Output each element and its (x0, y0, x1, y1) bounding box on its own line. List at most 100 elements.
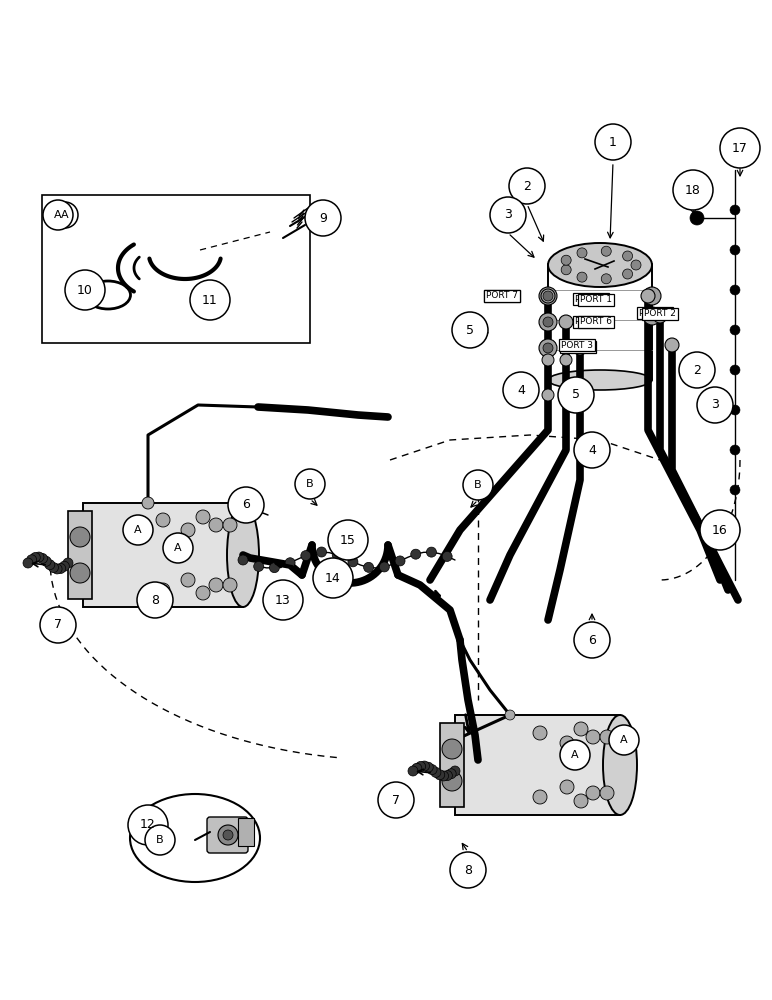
Text: B: B (156, 835, 164, 845)
Circle shape (720, 128, 760, 168)
FancyBboxPatch shape (207, 817, 248, 853)
Circle shape (65, 270, 105, 310)
Circle shape (574, 722, 588, 736)
Circle shape (586, 730, 600, 744)
Circle shape (446, 769, 456, 779)
Text: 18: 18 (685, 184, 701, 196)
FancyBboxPatch shape (440, 723, 464, 807)
Circle shape (415, 761, 425, 771)
Circle shape (574, 432, 610, 468)
Circle shape (539, 287, 557, 305)
Circle shape (38, 553, 48, 563)
Circle shape (730, 285, 740, 295)
Circle shape (533, 790, 547, 804)
Circle shape (442, 771, 462, 791)
Circle shape (577, 272, 587, 282)
Circle shape (70, 563, 90, 583)
Circle shape (435, 770, 445, 780)
Circle shape (539, 339, 557, 357)
Circle shape (332, 550, 342, 560)
Circle shape (269, 563, 279, 573)
Circle shape (442, 771, 452, 781)
Text: PORT 1: PORT 1 (580, 296, 612, 304)
Circle shape (128, 805, 168, 845)
Text: 11: 11 (202, 294, 218, 306)
Circle shape (163, 533, 193, 563)
Circle shape (423, 762, 433, 772)
Text: 16: 16 (712, 524, 728, 536)
Circle shape (328, 520, 368, 560)
Circle shape (542, 389, 554, 401)
Text: PORT 1: PORT 1 (575, 294, 607, 304)
Circle shape (254, 561, 264, 571)
Text: PORT 6: PORT 6 (575, 318, 607, 326)
Text: 7: 7 (392, 794, 400, 806)
Circle shape (503, 372, 539, 408)
Circle shape (490, 197, 526, 233)
Circle shape (665, 338, 679, 352)
Circle shape (730, 205, 740, 215)
Circle shape (426, 547, 436, 557)
Circle shape (573, 341, 587, 355)
Circle shape (559, 315, 573, 329)
Text: 13: 13 (275, 593, 291, 606)
Circle shape (228, 487, 264, 523)
Ellipse shape (548, 370, 652, 390)
Circle shape (641, 289, 655, 303)
Circle shape (348, 557, 358, 567)
Text: PORT 7: PORT 7 (486, 292, 518, 300)
Circle shape (427, 765, 437, 775)
Circle shape (223, 518, 237, 532)
Circle shape (561, 255, 571, 265)
Circle shape (631, 260, 641, 270)
Circle shape (560, 736, 574, 750)
FancyBboxPatch shape (238, 818, 254, 846)
Text: A: A (61, 210, 69, 220)
Text: 8: 8 (464, 863, 472, 876)
Text: 2: 2 (523, 180, 531, 192)
Circle shape (541, 289, 555, 303)
Circle shape (543, 291, 553, 301)
Circle shape (560, 389, 572, 401)
Circle shape (622, 269, 632, 279)
Circle shape (313, 558, 353, 598)
Circle shape (52, 202, 78, 228)
Circle shape (442, 739, 462, 759)
Text: B: B (474, 480, 482, 490)
Circle shape (730, 485, 740, 495)
Text: 7: 7 (54, 618, 62, 632)
Text: 15: 15 (340, 534, 356, 546)
Text: 17: 17 (732, 141, 748, 154)
Circle shape (411, 763, 422, 773)
Circle shape (600, 730, 614, 744)
Circle shape (223, 830, 233, 840)
Circle shape (431, 767, 441, 777)
Circle shape (70, 527, 90, 547)
Circle shape (263, 580, 303, 620)
Ellipse shape (130, 794, 260, 882)
Circle shape (63, 558, 73, 568)
Circle shape (181, 523, 195, 537)
Text: PORT 3: PORT 3 (561, 340, 593, 350)
Circle shape (653, 309, 667, 323)
Circle shape (442, 551, 452, 561)
Circle shape (543, 343, 553, 353)
Ellipse shape (227, 503, 259, 607)
FancyBboxPatch shape (83, 503, 243, 607)
Circle shape (190, 280, 230, 320)
Text: 12: 12 (141, 818, 156, 832)
Circle shape (378, 782, 414, 818)
Circle shape (317, 547, 327, 557)
Circle shape (574, 794, 588, 808)
Text: A: A (174, 543, 182, 553)
Circle shape (301, 551, 311, 561)
Text: 9: 9 (319, 212, 327, 225)
Circle shape (27, 555, 36, 565)
Text: 5: 5 (572, 388, 580, 401)
Circle shape (196, 510, 210, 524)
Circle shape (505, 710, 515, 720)
FancyBboxPatch shape (68, 511, 92, 599)
Circle shape (542, 354, 554, 366)
Circle shape (600, 786, 614, 800)
Circle shape (156, 513, 170, 527)
